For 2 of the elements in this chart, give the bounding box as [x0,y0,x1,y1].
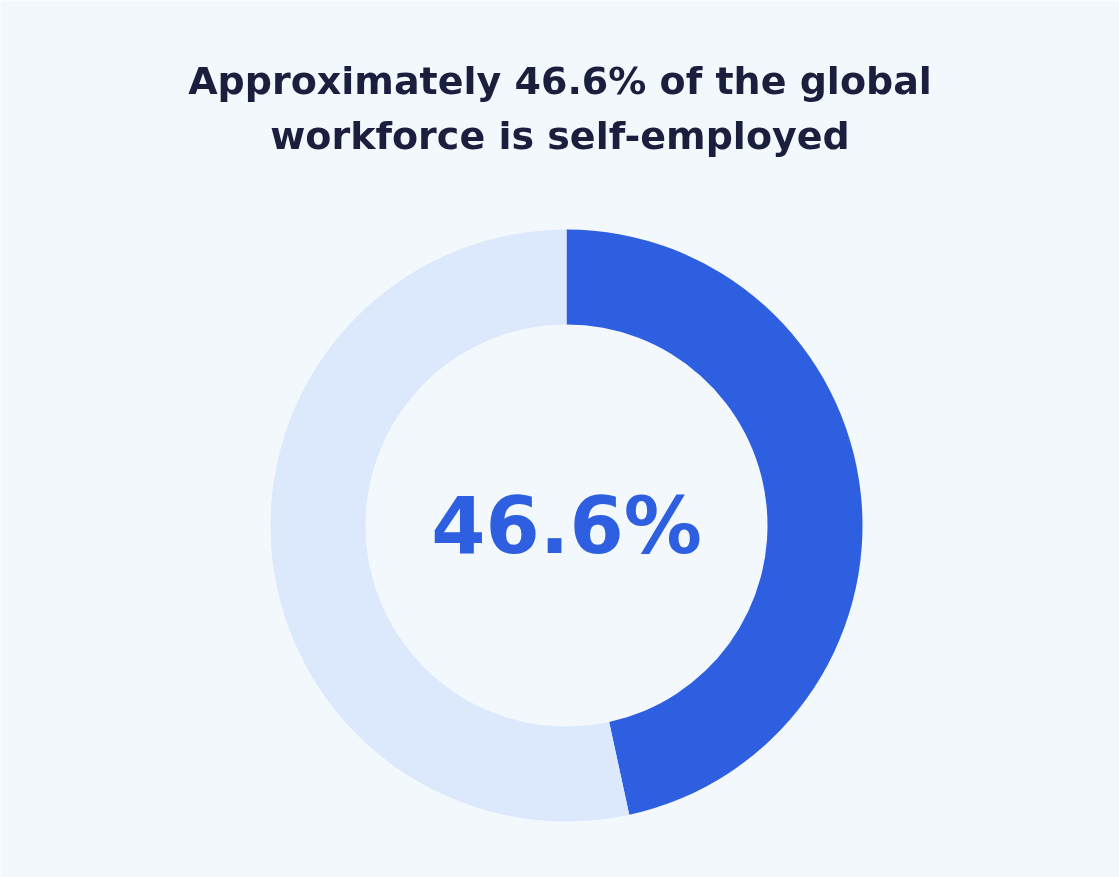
text: 46.6% [431,480,702,571]
chart-title: Approximately 46.6% of the global workforce is self-employed [188,58,932,158]
